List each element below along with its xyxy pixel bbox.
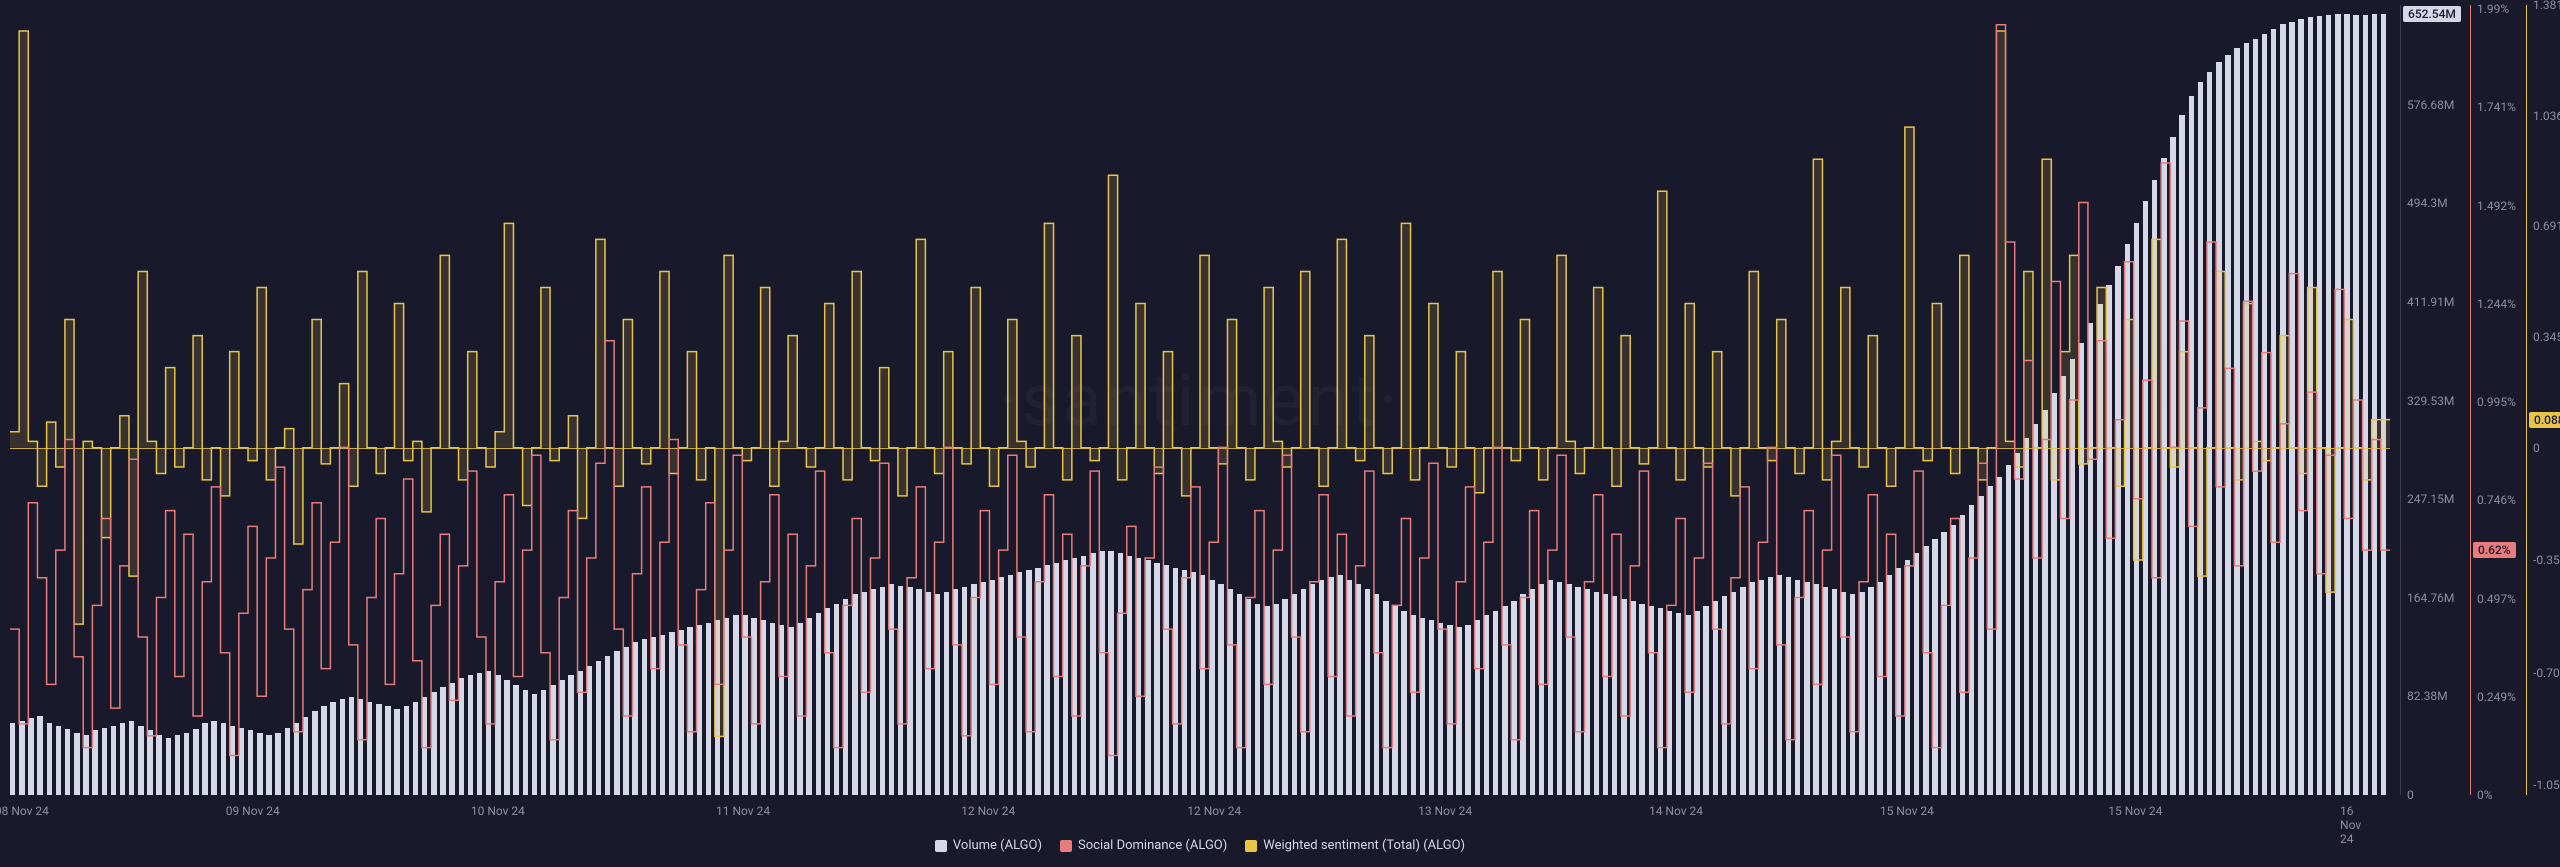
- y-tick-label: 1.244%: [2477, 297, 2516, 311]
- y-tick-label: 1.741%: [2477, 100, 2516, 114]
- y-tick-label: 0.249%: [2477, 690, 2516, 704]
- y-tick-label: 247.15M: [2407, 492, 2454, 506]
- x-tick-label: 12 Nov 24: [1187, 804, 1241, 818]
- x-tick-label: 09 Nov 24: [226, 804, 280, 818]
- y-tick-label: 1.99%: [2477, 2, 2509, 16]
- x-tick-label: 12 Nov 24: [961, 804, 1015, 818]
- legend-swatch: [1060, 840, 1072, 852]
- y-axis-sentiment: -1.052-0.701-0.35100.3450.6911.0361.3810…: [2526, 5, 2560, 795]
- y-tick-label: 494.3M: [2407, 196, 2448, 210]
- y-tick-label: 411.91M: [2407, 295, 2454, 309]
- legend-item: Volume (ALGO): [935, 838, 1042, 853]
- social-line: [10, 25, 2390, 756]
- y-tick-label: 1.492%: [2477, 199, 2516, 213]
- y-tick-label: 576.68M: [2407, 98, 2454, 112]
- y-tick-label: 1.036: [2533, 109, 2560, 123]
- y-axis-social: 0%0.249%0.497%0.746%0.995%1.244%1.492%1.…: [2470, 5, 2526, 795]
- plot-area[interactable]: ·santiment·: [10, 5, 2390, 795]
- x-tick-label: 15 Nov 24: [1880, 804, 1934, 818]
- y-tick-label: -0.701: [2533, 666, 2560, 680]
- legend-swatch: [935, 840, 947, 852]
- legend-item: Weighted sentiment (Total) (ALGO): [1245, 838, 1465, 853]
- social-line-layer: [10, 5, 2390, 795]
- x-tick-label: 15 Nov 24: [2108, 804, 2162, 818]
- y-tick-label: 329.53M: [2407, 394, 2454, 408]
- x-axis: 08 Nov 2409 Nov 2410 Nov 2411 Nov 2412 N…: [10, 800, 2390, 820]
- x-tick-label: 13 Nov 24: [1418, 804, 1472, 818]
- y-axis-volume: 082.38M164.76M247.15M329.53M411.91M494.3…: [2400, 5, 2470, 795]
- y-tick-label: -1.052: [2533, 778, 2560, 792]
- legend-item: Social Dominance (ALGO): [1060, 838, 1227, 853]
- legend-label: Volume (ALGO): [953, 838, 1042, 853]
- legend-label: Weighted sentiment (Total) (ALGO): [1263, 838, 1465, 853]
- y-tick-label: 0.345: [2533, 330, 2560, 344]
- x-tick-label: 11 Nov 24: [716, 804, 770, 818]
- y-tick-label: -0.351: [2533, 553, 2560, 567]
- y-tick-label: 0.691: [2533, 219, 2560, 233]
- y-tick-label: 164.76M: [2407, 591, 2454, 605]
- y-callout: 0.62%: [2473, 542, 2516, 558]
- x-tick-label: 10 Nov 24: [471, 804, 525, 818]
- y-tick-label: 0.995%: [2477, 395, 2516, 409]
- x-tick-label: 08 Nov 24: [0, 804, 49, 818]
- y-callout: 652.54M: [2403, 6, 2461, 22]
- y-tick-label: 0.746%: [2477, 493, 2516, 507]
- y-tick-label: 82.38M: [2407, 689, 2448, 703]
- y-tick-label: 0.497%: [2477, 592, 2516, 606]
- y-tick-label: 0%: [2477, 788, 2493, 802]
- legend-label: Social Dominance (ALGO): [1078, 838, 1227, 853]
- legend: Volume (ALGO) Social Dominance (ALGO) Weig…: [0, 838, 2400, 853]
- legend-swatch: [1245, 840, 1257, 852]
- x-tick-label: 14 Nov 24: [1649, 804, 1703, 818]
- chart-root: ·santiment· 0 82.38M 164.76M 247.15M 329.53M…: [0, 0, 2560, 867]
- y-tick-label: 0: [2533, 441, 2540, 455]
- y-tick-label: 1.381: [2533, 0, 2560, 12]
- y-tick-label: 0: [2407, 788, 2414, 802]
- y-callout: 0.088: [2529, 412, 2560, 428]
